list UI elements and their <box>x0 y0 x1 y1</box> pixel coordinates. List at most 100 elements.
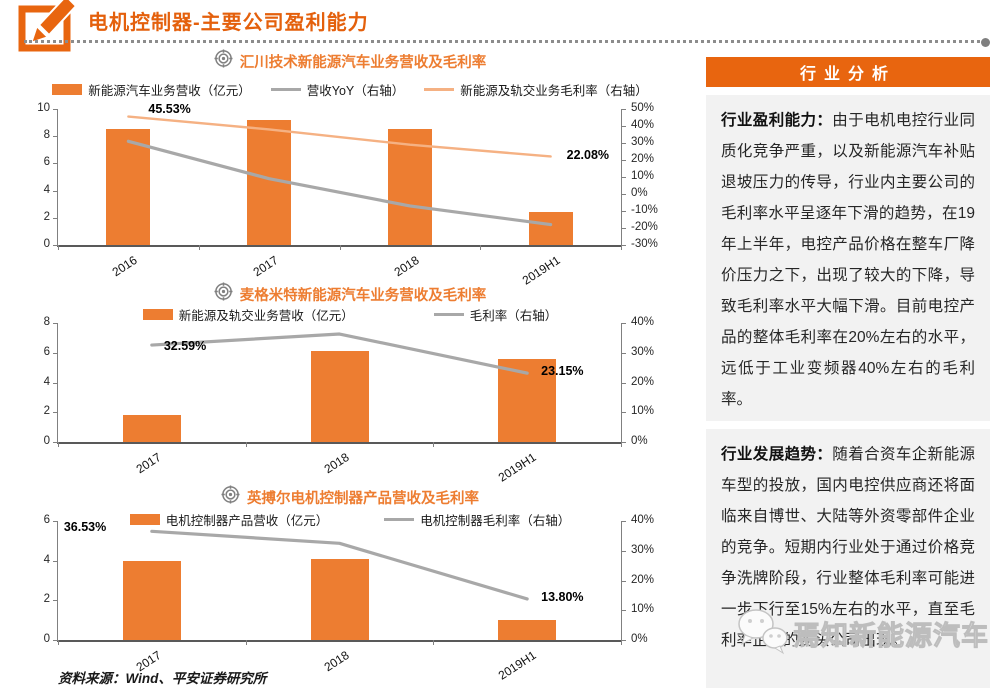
line-series-layer <box>150 529 529 601</box>
section-label: 行业盈利能力： <box>721 112 833 129</box>
x-axis-tick-mark <box>339 245 341 250</box>
bar-2018 <box>310 558 369 640</box>
chart-title-row: 麦格米特新能源汽车业务营收及毛利率 <box>0 282 700 306</box>
line-series-0 <box>126 139 553 227</box>
right-axis-tick-mark <box>621 211 626 212</box>
chart-legend: 新能源汽车业务营收（亿元） 营收YoY（右轴） 新能源及轨交业务毛利率（右轴） <box>0 80 700 99</box>
x-axis-tick-mark <box>621 442 622 447</box>
legend-label: 新能源汽车业务营收（亿元） <box>88 84 251 98</box>
right-axis-tick-mark <box>621 550 626 552</box>
wechat-icon <box>735 607 789 660</box>
plot-area: 8 6 4 2 0 40% 30% 20% 10% 0% 2017 2018 2019H1 32.59% 2… <box>44 316 654 485</box>
right-axis-tick-label: 20% <box>631 375 655 388</box>
right-axis-tick-mark <box>621 412 626 414</box>
dotted-divider <box>24 40 980 43</box>
bar-2019H1 <box>528 212 573 245</box>
left-axis-tick-mark <box>53 412 58 414</box>
left-axis-tick-mark <box>53 600 58 602</box>
right-axis-tick-mark <box>621 228 626 229</box>
industry-profitability-section: 行业盈利能力：由于电机电控行业同质化竞争严重，以及新能源汽车补贴退坡压力的传导，… <box>706 95 990 421</box>
legend-item: 电机控制器产品营收（亿元） <box>129 510 328 529</box>
bar-2018 <box>310 351 369 442</box>
left-axis-tick-mark <box>53 521 58 522</box>
left-axis-tick-mark <box>53 245 58 246</box>
x-axis-tick-mark <box>621 640 622 645</box>
pencil-edit-icon <box>16 0 78 59</box>
right-axis-tick-label: -30% <box>631 238 658 250</box>
right-axis-tick-mark <box>621 323 626 324</box>
right-axis-tick-mark <box>621 610 626 612</box>
x-axis-label: 2018 <box>321 648 352 675</box>
right-axis-tick-label: 50% <box>631 102 655 114</box>
left-axis-tick-mark <box>53 217 58 219</box>
right-axis-tick-mark <box>621 126 626 127</box>
right-axis-tick-mark <box>621 177 626 178</box>
left-axis-tick-mark <box>53 442 58 443</box>
left-axis-tick-label: 0 <box>43 633 50 645</box>
right-axis-tick-label: 40% <box>631 119 655 131</box>
legend-line-swatch <box>384 518 415 521</box>
target-icon <box>214 49 233 73</box>
chart-legend: 新能源及轨交业务营收（亿元） 毛利率（右轴） <box>0 305 700 324</box>
right-axis-tick-label: 20% <box>631 573 655 586</box>
legend-label: 电机控制器毛利率（右轴） <box>420 514 571 528</box>
right-axis-tick-mark <box>621 442 626 443</box>
right-axis-tick-label: 0% <box>631 187 648 199</box>
right-axis-tick-label: 0% <box>631 633 648 645</box>
legend-item: 新能源及轨交业务毛利率（右轴） <box>424 80 648 99</box>
legend-item: 毛利率（右轴） <box>433 305 557 324</box>
left-axis-tick-mark <box>53 352 58 354</box>
legend-bar-swatch <box>129 514 160 525</box>
left-axis-tick-label: 2 <box>43 405 50 418</box>
chart-title: 英搏尔电机控制器产品营收及毛利率 <box>247 490 479 507</box>
x-axis-tick-mark <box>198 245 200 250</box>
chart-legend: 电机控制器产品营收（亿元） 电机控制器毛利率（右轴） <box>0 510 700 529</box>
x-axis-label: 2019H1 <box>495 648 539 683</box>
right-axis-tick-mark <box>621 194 626 195</box>
x-axis-tick-mark <box>621 245 622 250</box>
right-axis-tick-mark <box>621 109 626 110</box>
legend-label: 营收YoY（右轴） <box>306 84 405 98</box>
right-axis-tick-label: -20% <box>631 221 658 233</box>
legend-label: 新能源及轨交业务毛利率（右轴） <box>460 84 648 98</box>
bar-2017 <box>122 415 181 442</box>
watermark-text: 焉知新能源汽车 <box>793 620 989 651</box>
legend-item: 电机控制器毛利率（右轴） <box>384 510 570 529</box>
target-icon <box>221 485 240 509</box>
left-axis-tick-mark <box>53 323 58 324</box>
sidebar-header: 行业分析 <box>706 57 990 87</box>
right-axis-tick-label: 10% <box>631 405 655 418</box>
target-icon <box>214 282 233 306</box>
left-axis-tick-label: 0 <box>43 238 50 250</box>
chart-title: 麦格米特新能源汽车业务营收及毛利率 <box>239 287 487 304</box>
section-text: 由于电机电控行业同质化竞争严重，以及新能源汽车补贴退坡压力的传导，行业内主要公司… <box>721 112 975 408</box>
right-axis-tick-mark <box>621 160 626 161</box>
dotted-divider-end-dot <box>981 38 990 47</box>
left-axis-tick-label: 6 <box>43 514 50 526</box>
right-axis-tick-label: -10% <box>631 204 658 216</box>
right-axis-tick-label: 40% <box>631 316 655 328</box>
legend-item: 新能源汽车业务营收（亿元） <box>52 80 251 99</box>
x-axis-tick-mark <box>480 245 482 250</box>
source-note: 资料来源：Wind、平安证券研究所 <box>58 671 267 686</box>
plot-area: 6 4 2 0 40% 30% 20% 10% 0% 2017 2018 2019H1 36.53% 13… <box>44 514 654 683</box>
line-series-1 <box>127 115 552 158</box>
right-axis-tick-mark <box>621 245 626 246</box>
legend-bar-swatch <box>52 84 83 95</box>
left-axis-tick-label: 2 <box>43 210 50 223</box>
left-axis-tick-label: 10 <box>37 102 50 114</box>
left-axis-tick-label: 4 <box>43 183 50 196</box>
left-axis-tick-mark <box>53 163 58 165</box>
right-axis-tick-label: 20% <box>631 153 655 165</box>
legend-label: 新能源及轨交业务营收（亿元） <box>178 309 354 323</box>
left-axis-tick-label: 4 <box>43 553 50 566</box>
section-label: 行业发展趋势： <box>721 446 833 463</box>
right-axis-tick-mark <box>621 640 626 641</box>
left-axis-tick-label: 0 <box>43 435 50 447</box>
line-series-0 <box>150 529 529 601</box>
right-axis-tick-label: 30% <box>631 543 655 556</box>
left-axis-tick-label: 8 <box>43 129 50 142</box>
right-axis-tick-mark <box>621 352 626 354</box>
right-axis-tick-mark <box>621 580 626 582</box>
data-label: 32.59% <box>163 339 207 354</box>
